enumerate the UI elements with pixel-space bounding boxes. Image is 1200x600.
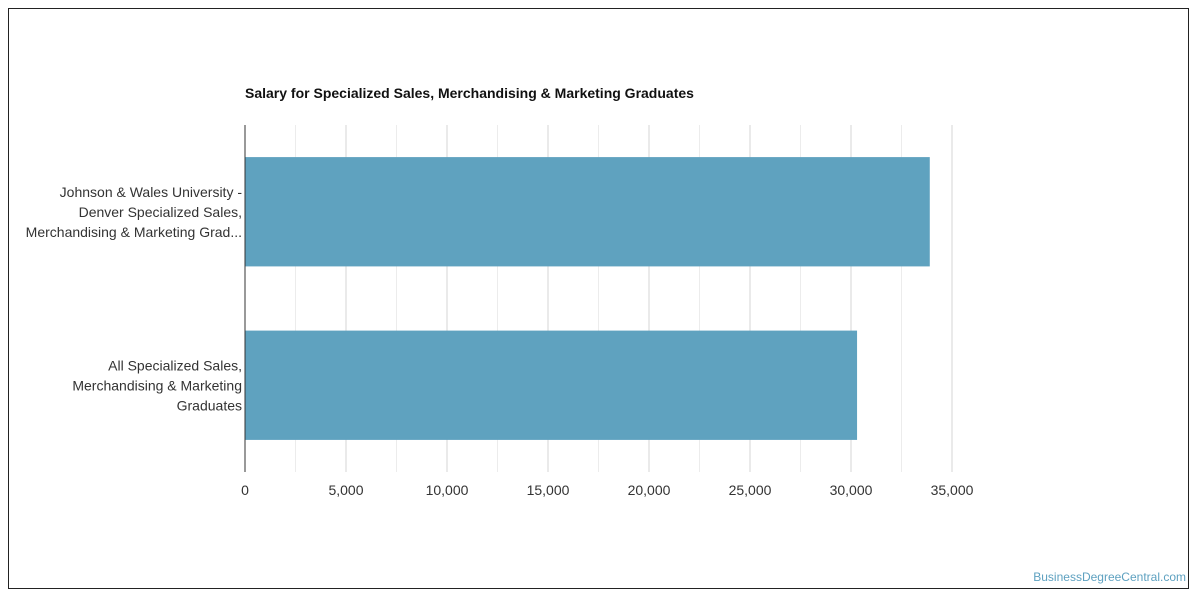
x-tick-label: 20,000 [628, 482, 671, 498]
x-tick-label: 5,000 [328, 482, 363, 498]
watermark: BusinessDegreeCentral.com [1033, 570, 1186, 584]
x-tick-label: 25,000 [729, 482, 772, 498]
category-label: All Specialized Sales, Merchandising & Ma… [72, 357, 242, 413]
x-tick-label: 0 [241, 482, 249, 498]
bar [245, 330, 858, 440]
category-labels: Johnson & Wales University -Denver Speci… [26, 184, 243, 414]
x-tick-label: 10,000 [426, 482, 469, 498]
x-tick-label: 30,000 [830, 482, 873, 498]
category-label: Johnson & Wales University -Denver Speci… [26, 184, 243, 240]
x-tick-label: 15,000 [527, 482, 570, 498]
x-tick-label: 35,000 [931, 482, 974, 498]
chart-frame [8, 8, 1189, 589]
bar [245, 157, 930, 267]
axes: 0 5,000 10,000 15,000 20,000 25,000 30,000 35,0… [241, 125, 974, 498]
bars [245, 157, 930, 440]
chart-title: Salary for Specialized Sales, Merchandis… [245, 85, 694, 101]
